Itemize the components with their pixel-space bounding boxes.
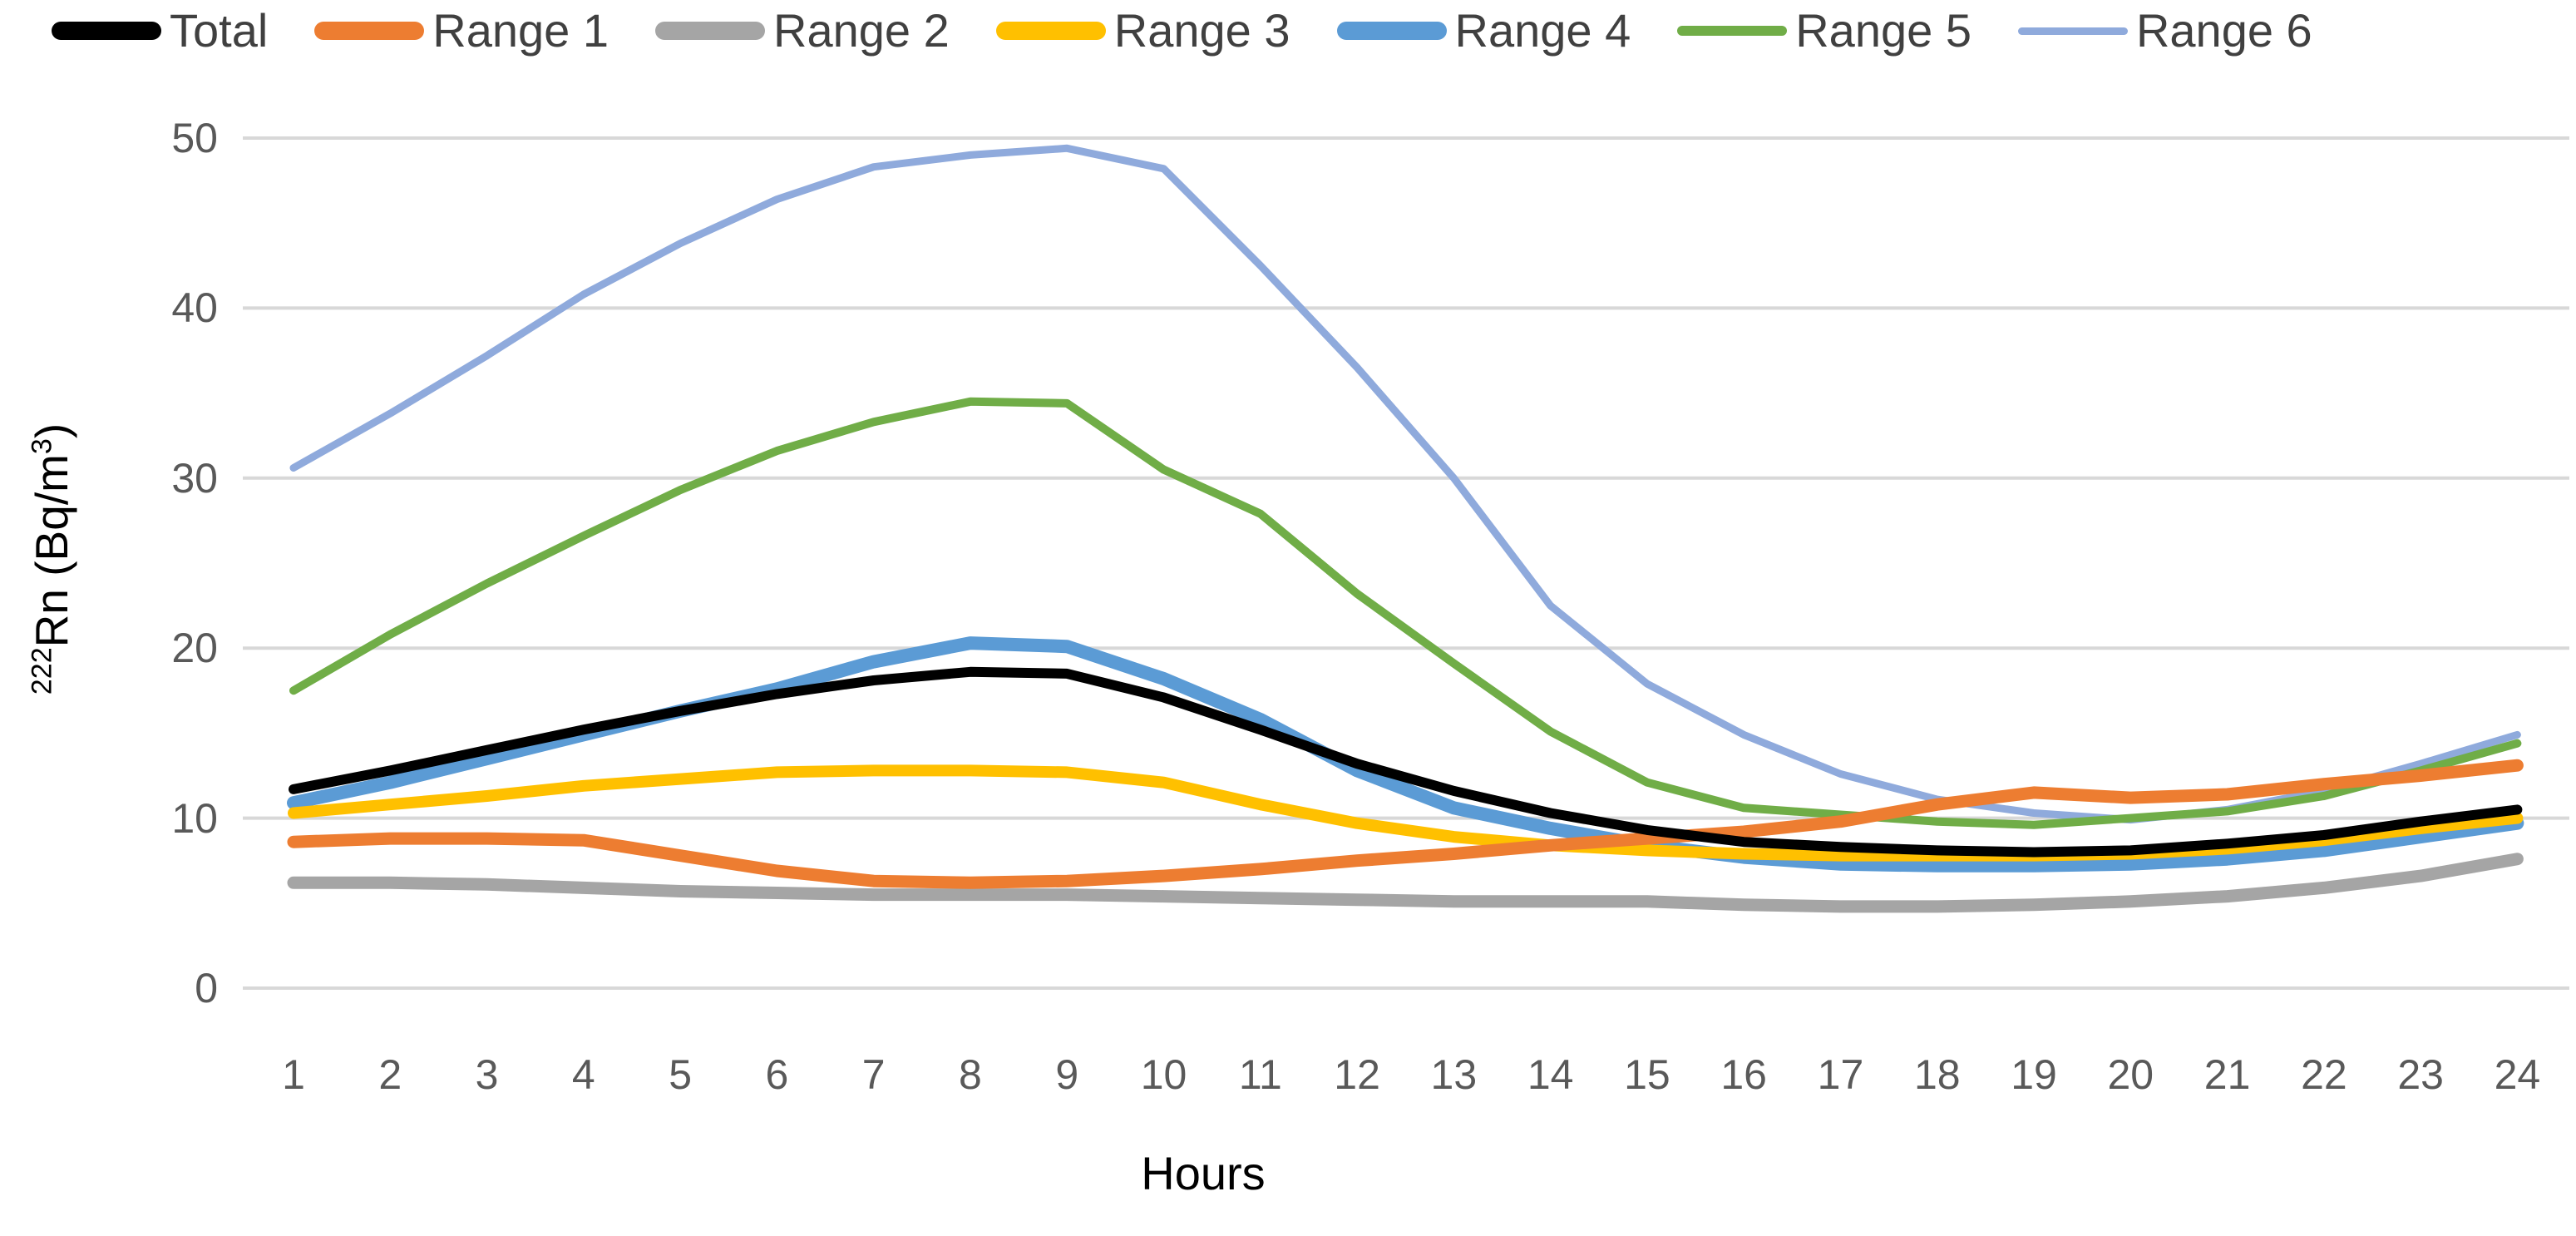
legend-swatch-icon-range-6	[2017, 27, 2128, 35]
x-tick-label-11: 11	[1238, 1051, 1282, 1098]
x-axis-title: Hours	[1141, 1147, 1266, 1199]
legend-item-range-4: Range 4	[1336, 4, 1631, 57]
legend-swatch-icon-range-3	[995, 22, 1106, 40]
legend-swatch-icon-range-5	[1677, 26, 1788, 36]
isotope-mass-superscript: 222	[26, 647, 58, 695]
x-tick-label-3: 3	[475, 1051, 499, 1098]
x-tick-label-21: 21	[2203, 1051, 2251, 1098]
legend-swatch-icon-range-4	[1336, 22, 1447, 40]
y-axis-title: 222Rn (Bq/m3)	[25, 423, 78, 695]
x-tick-label-19: 19	[2011, 1051, 2057, 1098]
x-tick-label-24: 24	[2494, 1051, 2541, 1098]
legend-item-range-5: Range 5	[1677, 7, 1971, 54]
x-tick-label-8: 8	[959, 1051, 982, 1098]
y-tick-label-0: 0	[195, 965, 218, 1011]
legend-swatch-icon-range-2	[655, 22, 766, 40]
x-tick-label-5: 5	[669, 1051, 693, 1098]
y-axis-title-text: Rn (Bq/m	[26, 454, 77, 648]
chart-legend: Total Range 1 Range 2 Range 3 Range 4 Range 5…	[52, 3, 2312, 58]
x-tick-label-12: 12	[1334, 1051, 1380, 1098]
legend-swatch-icon-range-1	[314, 22, 425, 40]
x-tick-label-23: 23	[2397, 1051, 2444, 1098]
y-tick-label-10: 10	[171, 794, 218, 842]
x-tick-label-18: 18	[1913, 1051, 1961, 1098]
x-tick-label-14: 14	[1527, 1051, 1574, 1098]
x-tick-label-7: 7	[861, 1051, 886, 1098]
y-tick-label-20: 20	[171, 625, 218, 672]
x-tick-label-6: 6	[765, 1051, 789, 1098]
legend-item-total: Total	[52, 7, 268, 54]
x-tick-label-22: 22	[2301, 1051, 2347, 1098]
legend-label-range-5: Range 5	[1795, 4, 1971, 57]
series-line-range-5	[289, 397, 2522, 829]
x-tick-label-20: 20	[2107, 1051, 2154, 1098]
y-axis-title-paren: )	[26, 423, 77, 439]
y-tick-label-40: 40	[171, 284, 218, 332]
legend-label-total: Total	[170, 4, 269, 57]
x-tick-label-2: 2	[378, 1051, 402, 1098]
x-tick-label-15: 15	[1624, 1051, 1670, 1098]
series-line-range-2	[287, 853, 2524, 913]
legend-label-range-6: Range 6	[2135, 4, 2312, 57]
x-tick-label-16: 16	[1720, 1051, 1767, 1098]
y-tick-label-50: 50	[171, 115, 218, 161]
x-tick-label-9: 9	[1055, 1051, 1079, 1098]
legend-item-range-2: Range 2	[655, 7, 950, 54]
x-tick-label-13: 13	[1430, 1051, 1478, 1098]
series-line-total	[289, 666, 2523, 858]
legend-label-range-2: Range 2	[773, 4, 950, 57]
x-tick-label-4: 4	[571, 1051, 595, 1098]
legend-item-range-6: Range 6	[2017, 4, 2312, 57]
x-tick-label-17: 17	[1817, 1051, 1864, 1098]
legend-swatch-icon-total	[52, 22, 161, 40]
cubic-exponent-superscript: 3	[26, 438, 58, 455]
legend-label-range-3: Range 3	[1113, 4, 1290, 57]
y-tick-label-30: 30	[171, 454, 218, 502]
x-tick-label-10: 10	[1140, 1051, 1187, 1098]
legend-item-range-1: Range 1	[314, 7, 609, 54]
x-tick-label-1: 1	[282, 1051, 305, 1098]
legend-label-range-4: Range 4	[1454, 4, 1631, 57]
legend-item-range-3: Range 3	[995, 4, 1290, 57]
legend-label-range-1: Range 1	[432, 4, 609, 57]
series-line-range-1	[287, 759, 2524, 889]
